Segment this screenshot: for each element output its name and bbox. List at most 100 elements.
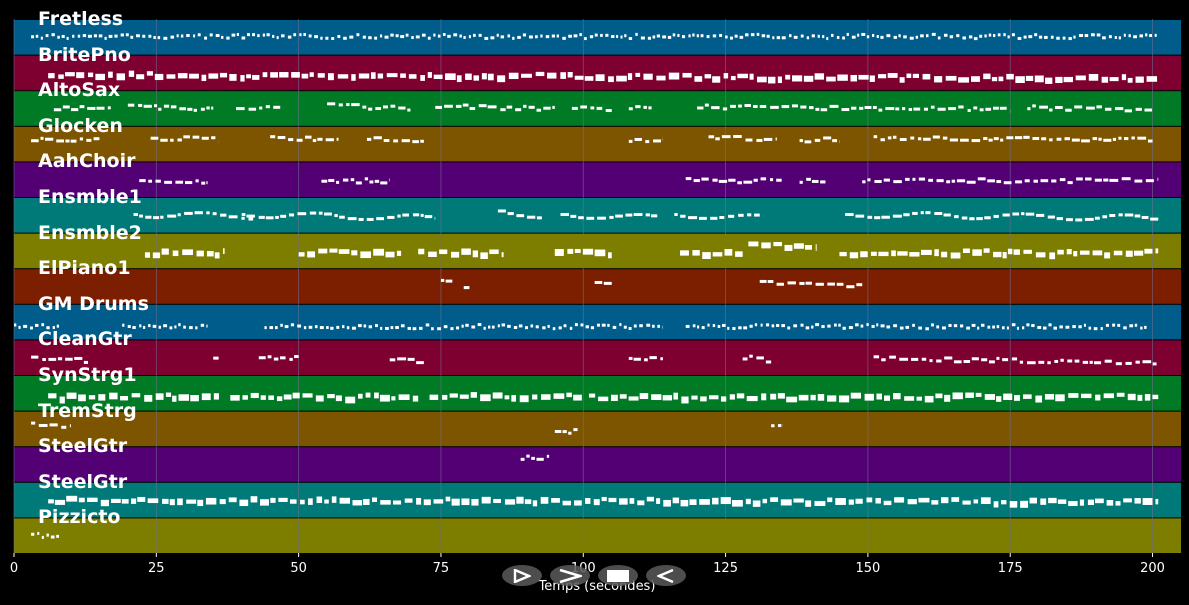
note	[1038, 360, 1045, 364]
note	[1093, 327, 1098, 331]
note	[338, 103, 343, 107]
note	[1059, 178, 1066, 182]
note	[951, 497, 960, 502]
note	[531, 456, 535, 460]
note	[972, 249, 982, 256]
note	[1014, 136, 1023, 140]
note	[710, 216, 718, 220]
note	[122, 323, 125, 327]
note	[662, 35, 667, 39]
note	[738, 213, 744, 217]
note	[366, 217, 374, 221]
note	[634, 137, 642, 141]
note	[445, 496, 451, 502]
note	[793, 243, 804, 249]
note	[1092, 250, 1103, 256]
note	[186, 34, 190, 38]
note	[167, 214, 177, 218]
note	[376, 217, 385, 221]
note	[1062, 36, 1066, 40]
note	[656, 34, 661, 38]
note	[1053, 326, 1057, 330]
note	[131, 498, 137, 504]
note	[1017, 36, 1022, 40]
note	[433, 33, 436, 37]
note	[835, 498, 846, 505]
note	[605, 109, 612, 113]
note	[364, 177, 369, 181]
note	[911, 357, 919, 361]
note	[754, 213, 760, 217]
note	[40, 136, 44, 140]
note	[712, 252, 723, 257]
note	[127, 103, 135, 107]
note	[635, 72, 641, 77]
note	[148, 34, 152, 38]
note	[815, 323, 820, 327]
note	[342, 178, 349, 182]
note	[770, 497, 779, 502]
note	[1023, 35, 1027, 39]
note	[1085, 177, 1092, 181]
note	[770, 393, 777, 400]
note	[211, 136, 216, 140]
note	[144, 252, 151, 258]
note	[278, 497, 288, 502]
note	[668, 72, 680, 80]
forward-button[interactable]	[550, 565, 590, 586]
note	[429, 394, 439, 400]
stop-button[interactable]	[598, 565, 638, 586]
note	[718, 179, 728, 183]
note	[398, 106, 406, 110]
note	[976, 217, 983, 221]
note	[246, 74, 252, 79]
note	[934, 76, 943, 83]
note	[551, 498, 560, 503]
note	[633, 213, 643, 217]
note	[635, 105, 641, 109]
track-label: BritePno	[38, 43, 131, 66]
note	[423, 499, 431, 506]
note	[219, 499, 226, 505]
note	[568, 34, 572, 38]
note	[685, 177, 692, 181]
note	[951, 179, 956, 183]
note	[302, 393, 313, 398]
note	[258, 215, 265, 219]
note	[220, 213, 227, 217]
note	[465, 73, 472, 80]
note	[1105, 323, 1109, 327]
note	[512, 36, 515, 40]
note	[308, 325, 313, 329]
track-lane	[14, 162, 1181, 197]
note	[1112, 323, 1116, 327]
note	[40, 36, 43, 40]
note	[154, 104, 158, 108]
note	[412, 140, 419, 144]
note	[469, 107, 476, 111]
note	[588, 393, 596, 398]
note	[874, 216, 881, 220]
note	[873, 135, 878, 139]
note	[500, 35, 505, 39]
rewind-button[interactable]	[646, 565, 686, 586]
note	[946, 180, 951, 184]
note	[1087, 499, 1094, 506]
note	[906, 73, 912, 78]
note	[866, 497, 873, 503]
note	[31, 35, 35, 39]
note	[535, 35, 538, 39]
note	[1089, 360, 1093, 364]
play-button[interactable]	[502, 565, 542, 586]
note	[952, 392, 963, 400]
note	[193, 108, 197, 112]
note	[1027, 361, 1036, 365]
note	[891, 250, 896, 257]
note	[749, 73, 754, 80]
note	[720, 396, 727, 402]
note	[70, 139, 77, 143]
note	[335, 395, 342, 402]
note	[328, 178, 335, 182]
note	[1006, 326, 1009, 330]
note	[1124, 137, 1129, 141]
